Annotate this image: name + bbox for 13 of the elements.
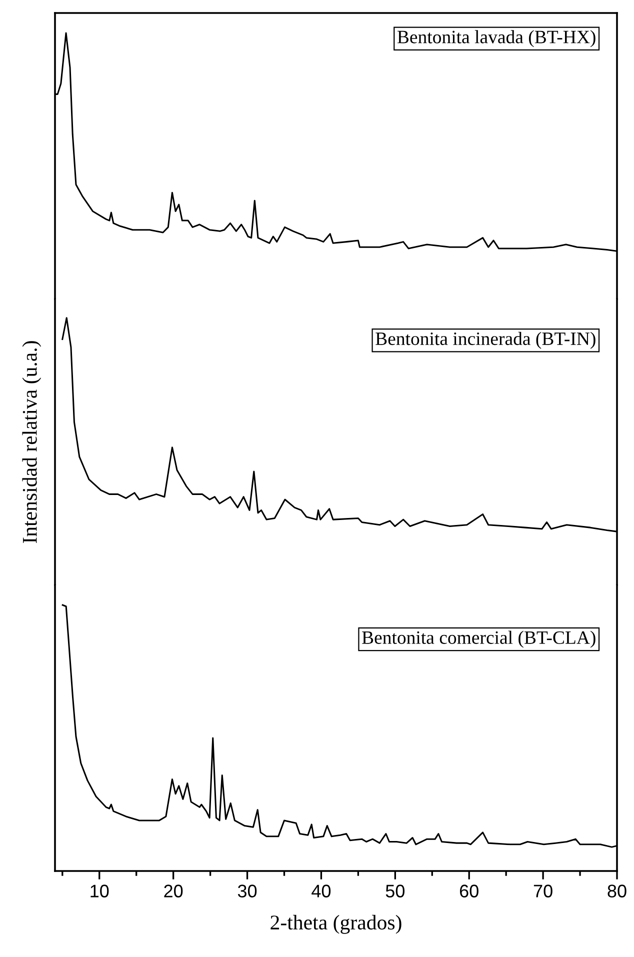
y-axis-title: Intensidad relativa (u.a.) <box>22 341 42 544</box>
x-tick-label: 20 <box>164 884 183 898</box>
x-tick-label: 60 <box>460 884 478 898</box>
annotation: Bentonita lavada (BT-HX) <box>397 30 596 48</box>
x-tick-label: 30 <box>238 884 257 898</box>
x-tick-label: 40 <box>312 884 331 898</box>
x-tick-label: 80 <box>608 884 626 898</box>
annotation: Bentonita comercial (BT-CLA) <box>362 630 596 648</box>
x-tick-label: 10 <box>90 884 109 898</box>
annotation: Bentonita incinerada (BT-IN) <box>376 332 596 349</box>
x-tick-label: 50 <box>386 884 404 898</box>
x-tick-label: 70 <box>534 884 552 898</box>
x-axis-title: 2-theta (grados) <box>270 914 402 934</box>
